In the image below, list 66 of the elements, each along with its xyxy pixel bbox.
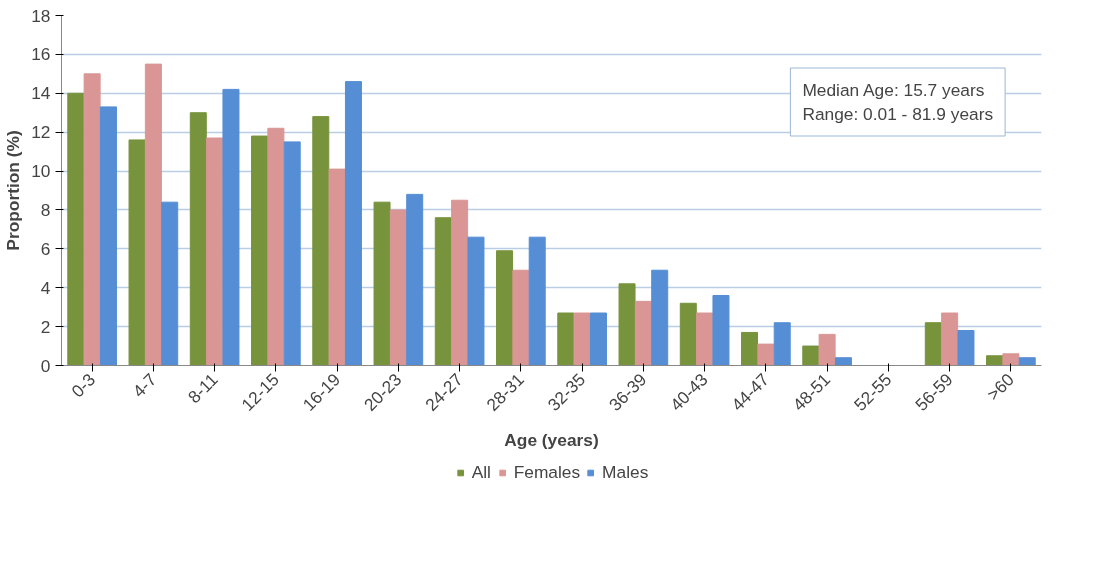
bar (267, 127, 285, 366)
bar (589, 312, 607, 366)
bar (1002, 353, 1020, 366)
x-axis-title: Age (years) (504, 429, 599, 450)
bar (406, 193, 424, 366)
y-tick-label: 12 (31, 122, 51, 143)
annotation: Median Age: 15.7 years (802, 80, 985, 100)
y-tick-label: 2 (40, 316, 51, 337)
bar (528, 236, 546, 366)
bar (206, 137, 224, 366)
legend-label: All (471, 461, 492, 483)
bar (557, 312, 575, 366)
bar (834, 357, 852, 366)
y-tick-label: 16 (31, 44, 51, 65)
bar (496, 250, 514, 366)
x-tick-label: 8-11 (183, 369, 222, 408)
bar (512, 269, 530, 366)
x-tick-label: >60 (983, 369, 1018, 405)
bar (467, 236, 485, 366)
y-tick-label: 4 (40, 277, 51, 298)
bar (83, 73, 101, 366)
bar (451, 199, 469, 366)
bar (696, 312, 714, 366)
bar (941, 312, 959, 366)
bar (757, 343, 775, 366)
bar (283, 141, 301, 366)
bar (128, 139, 146, 366)
x-tick-label: 4-7 (128, 369, 161, 402)
y-axis-title: Proportion (%) (3, 130, 24, 251)
bar (573, 312, 591, 366)
bar (634, 300, 652, 366)
bar (741, 331, 759, 366)
y-tick-label: 10 (31, 161, 51, 182)
bar (434, 217, 452, 366)
legend-label: Males (602, 461, 649, 483)
y-tick-label: 0 (40, 355, 51, 376)
y-tick-label: 8 (40, 199, 51, 220)
y-tick-label: 6 (40, 238, 51, 259)
bar (773, 322, 791, 366)
bar (679, 302, 697, 366)
bar (373, 201, 391, 366)
bar (957, 330, 975, 366)
bar (99, 106, 117, 366)
bar (651, 269, 669, 366)
bar (67, 92, 85, 366)
bar (618, 283, 636, 366)
x-tick-label: 0-3 (67, 369, 100, 402)
bar (251, 135, 269, 366)
bar (986, 355, 1004, 366)
bar (222, 88, 240, 366)
bar (802, 345, 820, 366)
bar (1018, 357, 1036, 366)
bar (161, 201, 179, 366)
bar (144, 63, 162, 366)
y-tick-label: 14 (31, 83, 51, 104)
bar (818, 333, 836, 366)
bar (312, 116, 330, 366)
bar (924, 322, 942, 366)
legend-label: Females (513, 461, 581, 483)
bar (328, 168, 346, 366)
bar (389, 209, 407, 366)
y-tick-label: 18 (31, 5, 51, 26)
annotation: Range: 0.01 - 81.9 years (802, 104, 994, 124)
bar (189, 112, 207, 366)
bar (344, 81, 362, 366)
bar (712, 295, 730, 366)
